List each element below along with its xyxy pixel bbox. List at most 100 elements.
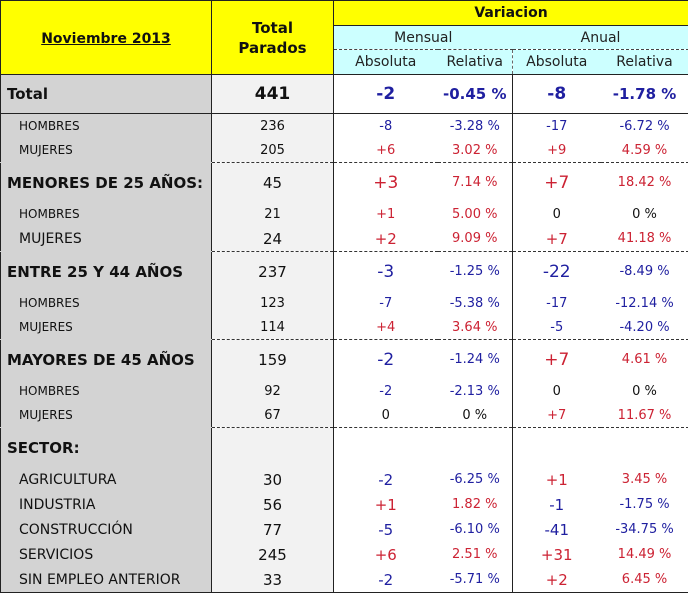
anual-relativa: -34.75 % <box>601 517 688 542</box>
anual-absoluta: -17 <box>513 291 601 315</box>
anual-absoluta: -1 <box>513 492 601 517</box>
anual-absoluta: -22 <box>513 252 601 292</box>
row-label: MENORES DE 25 AÑOS: <box>1 163 212 203</box>
row-label: CONSTRUCCIÓN <box>1 517 212 542</box>
anual-absoluta: +7 <box>513 163 601 203</box>
row-total-parados <box>212 428 334 468</box>
mensual-absoluta-header: Absoluta <box>334 50 438 75</box>
mensual-absoluta: -5 <box>334 517 438 542</box>
mensual-relativa: 9.09 % <box>438 226 513 252</box>
anual-relativa: 3.45 % <box>601 467 688 492</box>
anual-relativa: -8.49 % <box>601 252 688 292</box>
mensual-relativa: -1.24 % <box>438 340 513 380</box>
anual-absoluta: +2 <box>513 567 601 593</box>
mensual-absoluta: -2 <box>334 567 438 593</box>
anual-absoluta <box>513 428 601 468</box>
row-total-parados: 77 <box>212 517 334 542</box>
mensual-relativa: 3.02 % <box>438 138 513 163</box>
mensual-relativa: -6.25 % <box>438 467 513 492</box>
anual-absoluta: -41 <box>513 517 601 542</box>
mensual-absoluta: +3 <box>334 163 438 203</box>
anual-absoluta: -17 <box>513 114 601 139</box>
mensual-relativa: 5.00 % <box>438 202 513 226</box>
row-label: MUJERES <box>1 138 212 163</box>
total-parados-line2: Parados <box>212 38 333 58</box>
row-label: MUJERES <box>1 403 212 428</box>
anual-absoluta: +7 <box>513 226 601 252</box>
anual-relativa: -1.78 % <box>601 75 688 114</box>
mensual-absoluta: +6 <box>334 138 438 163</box>
mensual-absoluta: +1 <box>334 202 438 226</box>
mensual-relativa: -2.13 % <box>438 379 513 403</box>
row-total-parados: 33 <box>212 567 334 593</box>
mensual-relativa: -0.45 % <box>438 75 513 114</box>
mensual-absoluta: +4 <box>334 315 438 340</box>
mensual-absoluta: 0 <box>334 403 438 428</box>
anual-relativa: 11.67 % <box>601 403 688 428</box>
anual-absoluta: 0 <box>513 379 601 403</box>
mensual-header: Mensual <box>334 26 513 50</box>
mensual-relativa: 1.82 % <box>438 492 513 517</box>
row-total-parados: 123 <box>212 291 334 315</box>
row-label: MUJERES <box>1 315 212 340</box>
mensual-relativa: 0 % <box>438 403 513 428</box>
mensual-absoluta: -8 <box>334 114 438 139</box>
mensual-relativa: -5.38 % <box>438 291 513 315</box>
total-parados-line1: Total <box>212 18 333 38</box>
row-label: INDUSTRIA <box>1 492 212 517</box>
mensual-relativa: -5.71 % <box>438 567 513 593</box>
row-total-parados: 67 <box>212 403 334 428</box>
mensual-absoluta: -7 <box>334 291 438 315</box>
mensual-absoluta: +6 <box>334 542 438 567</box>
row-label: HOMBRES <box>1 202 212 226</box>
mensual-absoluta: +1 <box>334 492 438 517</box>
mensual-relativa: -1.25 % <box>438 252 513 292</box>
anual-relativa: 18.42 % <box>601 163 688 203</box>
row-label: Total <box>1 75 212 114</box>
anual-relativa: 0 % <box>601 379 688 403</box>
row-label: HOMBRES <box>1 114 212 139</box>
row-total-parados: 114 <box>212 315 334 340</box>
mensual-absoluta <box>334 428 438 468</box>
anual-absoluta-header: Absoluta <box>513 50 601 75</box>
row-label: MUJERES <box>1 226 212 252</box>
anual-relativa: 4.61 % <box>601 340 688 380</box>
row-label: SECTOR: <box>1 428 212 468</box>
row-total-parados: 237 <box>212 252 334 292</box>
mensual-absoluta: -2 <box>334 379 438 403</box>
variacion-header: Variacion <box>334 1 688 26</box>
row-label: MAYORES DE 45 AÑOS <box>1 340 212 380</box>
anual-absoluta: +31 <box>513 542 601 567</box>
anual-relativa: -4.20 % <box>601 315 688 340</box>
anual-absoluta: +1 <box>513 467 601 492</box>
mensual-relativa: -3.28 % <box>438 114 513 139</box>
anual-relativa-header: Relativa <box>601 50 688 75</box>
anual-relativa: 0 % <box>601 202 688 226</box>
row-total-parados: 92 <box>212 379 334 403</box>
mensual-relativa: 2.51 % <box>438 542 513 567</box>
anual-relativa: 4.59 % <box>601 138 688 163</box>
row-label: AGRICULTURA <box>1 467 212 492</box>
mensual-absoluta: -2 <box>334 340 438 380</box>
anual-absoluta: +9 <box>513 138 601 163</box>
row-label: HOMBRES <box>1 379 212 403</box>
table-row: SECTOR: <box>1 428 688 468</box>
mensual-absoluta: -3 <box>334 252 438 292</box>
anual-relativa: 14.49 % <box>601 542 688 567</box>
